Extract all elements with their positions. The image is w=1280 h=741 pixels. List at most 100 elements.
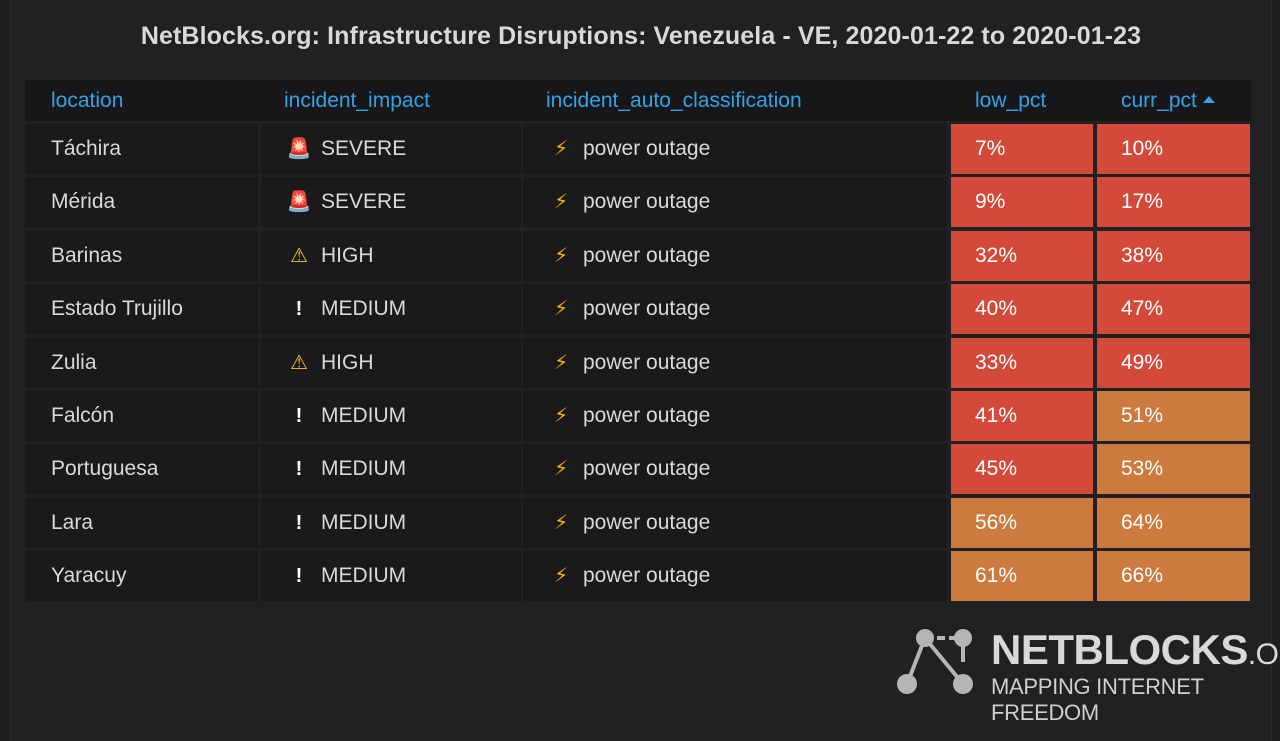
low-pct-value: 61% (975, 564, 1018, 588)
location-cell: Táchira (25, 124, 258, 174)
low-pct-cell: 32% (951, 230, 1093, 281)
impact-text: SEVERE (321, 137, 407, 160)
classification-cell: ⚡ power outage (523, 444, 947, 495)
curr-pct-cell: 66% (1097, 551, 1250, 602)
classification-cell: ⚡ power outage (523, 284, 947, 335)
curr-pct-cell: 47% (1097, 284, 1250, 335)
lightning-icon: ⚡ (553, 244, 569, 267)
location-cell: Lara (25, 497, 258, 548)
column-header-label: location (51, 89, 124, 112)
low-pct-cell: 7% (951, 124, 1093, 174)
impact-cell: 🚨 SEVERE (261, 177, 521, 228)
curr-pct-cell: 38% (1097, 230, 1250, 281)
classification-text: power outage (583, 137, 711, 160)
column-header-incident-impact[interactable]: incident_impact (284, 80, 430, 121)
logo-suffix: .ORG (1247, 638, 1280, 671)
column-header-location[interactable]: location (51, 80, 123, 121)
exclamation-icon: ! (295, 511, 303, 534)
table-row: Portuguesa! MEDIUM ⚡ power outage 45% 53% (25, 441, 1251, 495)
classification-text: power outage (583, 564, 711, 588)
impact-text: HIGH (321, 243, 374, 267)
low-pct-value: 7% (975, 137, 1006, 160)
curr-pct-value: 17% (1121, 190, 1164, 214)
location-cell: Falcón (25, 390, 258, 441)
lightning-icon: ⚡ (553, 404, 569, 427)
classification-text: power outage (583, 190, 711, 214)
table-row: Barinas ⚠ HIGH ⚡ power outage 32% 38% (25, 228, 1251, 281)
table-panel: NetBlocks.org: Infrastructure Disruption… (10, 0, 1280, 741)
impact-cell: ! MEDIUM (261, 284, 521, 335)
impact-text: SEVERE (321, 190, 407, 214)
netblocks-logo: NETBLOCKS.ORG MAPPING INTERNET FREEDOM (895, 626, 1280, 725)
column-header-curr-pct[interactable]: curr_pct (1121, 80, 1215, 121)
curr-pct-cell: 10% (1097, 124, 1250, 174)
impact-text: HIGH (321, 350, 374, 374)
lightning-icon: ⚡ (553, 511, 569, 534)
impact-cell: ! MEDIUM (261, 444, 521, 495)
location-cell: Barinas (25, 230, 258, 281)
lightning-icon: ⚡ (553, 191, 569, 214)
low-pct-cell: 41% (951, 390, 1093, 441)
table-row: Estado Trujillo ! MEDIUM ⚡ power outage 40% 47… (25, 281, 1251, 335)
classification-text: power outage (583, 350, 711, 374)
table-row: Mérida 🚨 SEVERE ⚡ power outage 9% 17% (25, 174, 1251, 228)
location-text: Estado Trujillo (51, 297, 183, 321)
classification-cell: ⚡ power outage (523, 124, 947, 174)
low-pct-value: 41% (975, 403, 1018, 427)
table-row: Táchira 🚨 SEVERE ⚡ power outage 7% 10% (25, 121, 1251, 174)
low-pct-value: 56% (975, 510, 1018, 534)
impact-text: MEDIUM (321, 510, 407, 534)
low-pct-cell: 45% (951, 444, 1093, 495)
location-text: Mérida (51, 190, 116, 214)
classification-text: power outage (583, 510, 711, 534)
classification-cell: ⚡ power outage (523, 337, 947, 388)
location-text: Táchira (51, 137, 122, 160)
curr-pct-cell: 51% (1097, 390, 1250, 441)
table-row: Zulia ⚠ HIGH ⚡ power outage 33% 49% (25, 335, 1251, 388)
curr-pct-value: 51% (1121, 403, 1164, 427)
column-header-incident-auto-classification[interactable]: incident_auto_classification (546, 80, 802, 121)
impact-cell: ! MEDIUM (261, 390, 521, 441)
column-header-label: low_pct (975, 89, 1047, 112)
classification-text: power outage (583, 403, 711, 427)
location-cell: Estado Trujillo (25, 284, 258, 335)
table-row: Yaracuy! MEDIUM ⚡ power outage 61% 66% (25, 548, 1251, 602)
curr-pct-value: 10% (1121, 137, 1164, 160)
low-pct-value: 9% (975, 190, 1006, 214)
warning-icon: ⚠ (290, 351, 308, 374)
siren-icon: 🚨 (286, 138, 312, 160)
lightning-icon: ⚡ (553, 458, 569, 481)
low-pct-cell: 9% (951, 177, 1093, 228)
exclamation-icon: ! (295, 404, 303, 427)
low-pct-value: 32% (975, 243, 1018, 267)
curr-pct-value: 49% (1121, 350, 1164, 374)
lightning-icon: ⚡ (553, 138, 569, 160)
low-pct-value: 33% (975, 350, 1018, 374)
exclamation-icon: ! (295, 565, 303, 588)
location-cell: Yaracuy (25, 551, 258, 602)
impact-cell: ⚠ HIGH (261, 230, 521, 281)
column-header-label: curr_pct (1121, 89, 1197, 112)
classification-text: power outage (583, 297, 711, 321)
location-cell: Portuguesa (25, 444, 258, 495)
exclamation-icon: ! (295, 458, 303, 481)
network-nodes-icon (897, 629, 973, 694)
column-header-label: incident_auto_classification (546, 89, 802, 112)
column-header-low-pct[interactable]: low_pct (975, 80, 1046, 121)
logo-wordmark: NETBLOCKS.ORG (991, 626, 1280, 674)
location-text: Zulia (51, 350, 97, 374)
impact-text: MEDIUM (321, 403, 407, 427)
low-pct-cell: 61% (951, 551, 1093, 602)
incident-table: location incident_impact incident_auto_c… (25, 80, 1251, 602)
impact-text: MEDIUM (321, 564, 407, 588)
location-text: Yaracuy (51, 564, 127, 588)
panel-title: NetBlocks.org: Infrastructure Disruption… (140, 22, 1142, 50)
location-text: Lara (51, 510, 94, 534)
low-pct-value: 40% (975, 297, 1018, 321)
classification-cell: ⚡ power outage (523, 230, 947, 281)
logo-tagline: MAPPING INTERNET FREEDOM (991, 674, 1204, 725)
curr-pct-value: 38% (1121, 243, 1164, 267)
classification-text: power outage (583, 243, 711, 267)
impact-cell: ! MEDIUM (261, 497, 521, 548)
classification-text: power outage (583, 457, 711, 481)
